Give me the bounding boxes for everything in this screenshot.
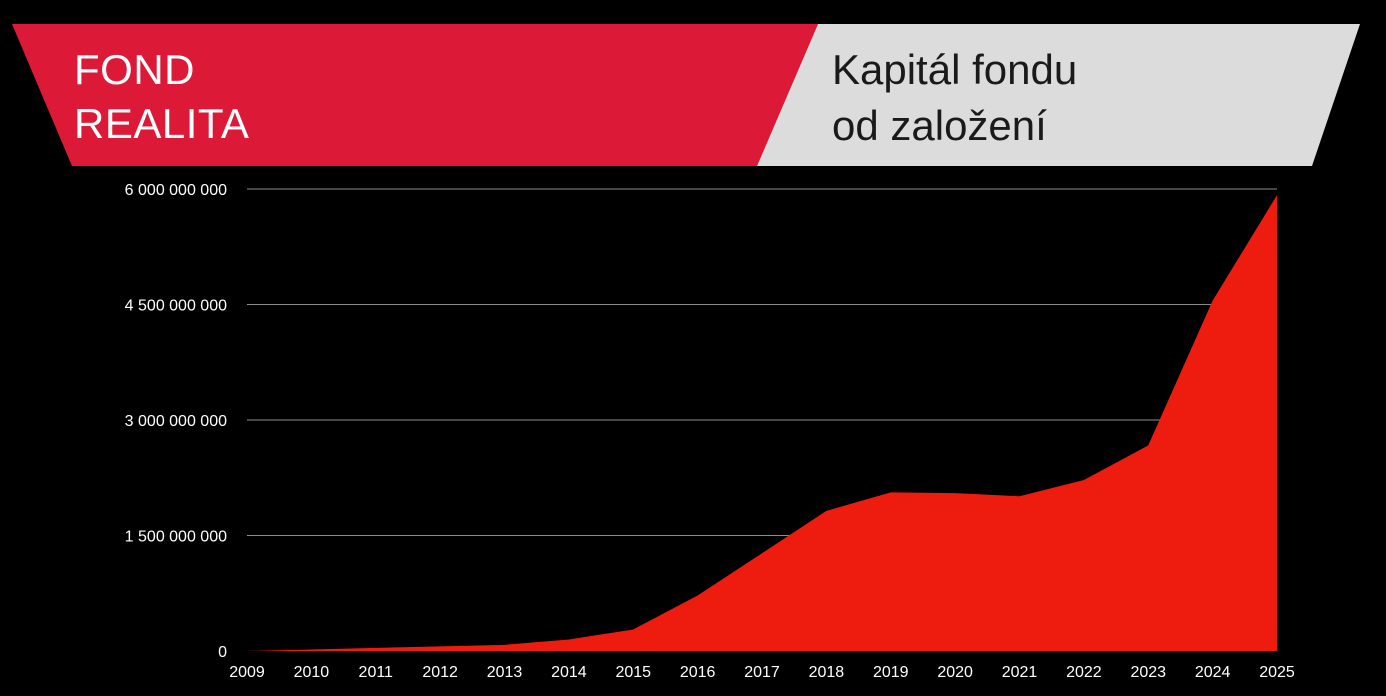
chart-title-line-2: od založení <box>832 102 1047 149</box>
x-tick-label: 2013 <box>487 664 523 681</box>
y-tick-label: 3 000 000 000 <box>125 413 227 430</box>
y-axis-tick-labels: 0 1 500 000 000 3 000 000 000 4 500 000 000… <box>125 182 227 661</box>
x-tick-label: 2021 <box>1002 664 1038 681</box>
x-tick-label: 2009 <box>229 664 265 681</box>
x-tick-label: 2025 <box>1259 664 1295 681</box>
x-tick-label: 2014 <box>551 664 587 681</box>
x-tick-label: 2012 <box>422 664 458 681</box>
brand-banner <box>12 24 818 166</box>
x-tick-label: 2022 <box>1066 664 1102 681</box>
subtitle-banner <box>757 24 1360 166</box>
x-tick-label: 2015 <box>615 664 651 681</box>
brand-name-line-1: FOND <box>74 46 195 93</box>
x-tick-label: 2019 <box>873 664 909 681</box>
brand-name-line-2: REALITA <box>74 100 250 147</box>
y-tick-label: 1 500 000 000 <box>125 529 227 546</box>
x-tick-label: 2024 <box>1195 664 1231 681</box>
area-series <box>247 195 1277 651</box>
series-area <box>247 195 1277 651</box>
x-tick-label: 2011 <box>359 664 394 681</box>
x-tick-label: 2018 <box>809 664 845 681</box>
y-tick-label: 6 000 000 000 <box>125 182 227 199</box>
x-axis-tick-labels: 2009 2010 2011 2012 2013 2014 2015 2016 2017 2018… <box>229 664 1295 681</box>
x-tick-label: 2023 <box>1130 664 1166 681</box>
chart-title-line-1: Kapitál fondu <box>832 46 1078 93</box>
x-tick-label: 2017 <box>744 664 780 681</box>
x-tick-label: 2010 <box>294 664 330 681</box>
y-tick-label: 0 <box>218 644 227 661</box>
x-tick-label: 2016 <box>680 664 716 681</box>
header-banner <box>12 24 1360 166</box>
x-tick-label: 2020 <box>937 664 973 681</box>
y-tick-label: 4 500 000 000 <box>125 298 227 315</box>
